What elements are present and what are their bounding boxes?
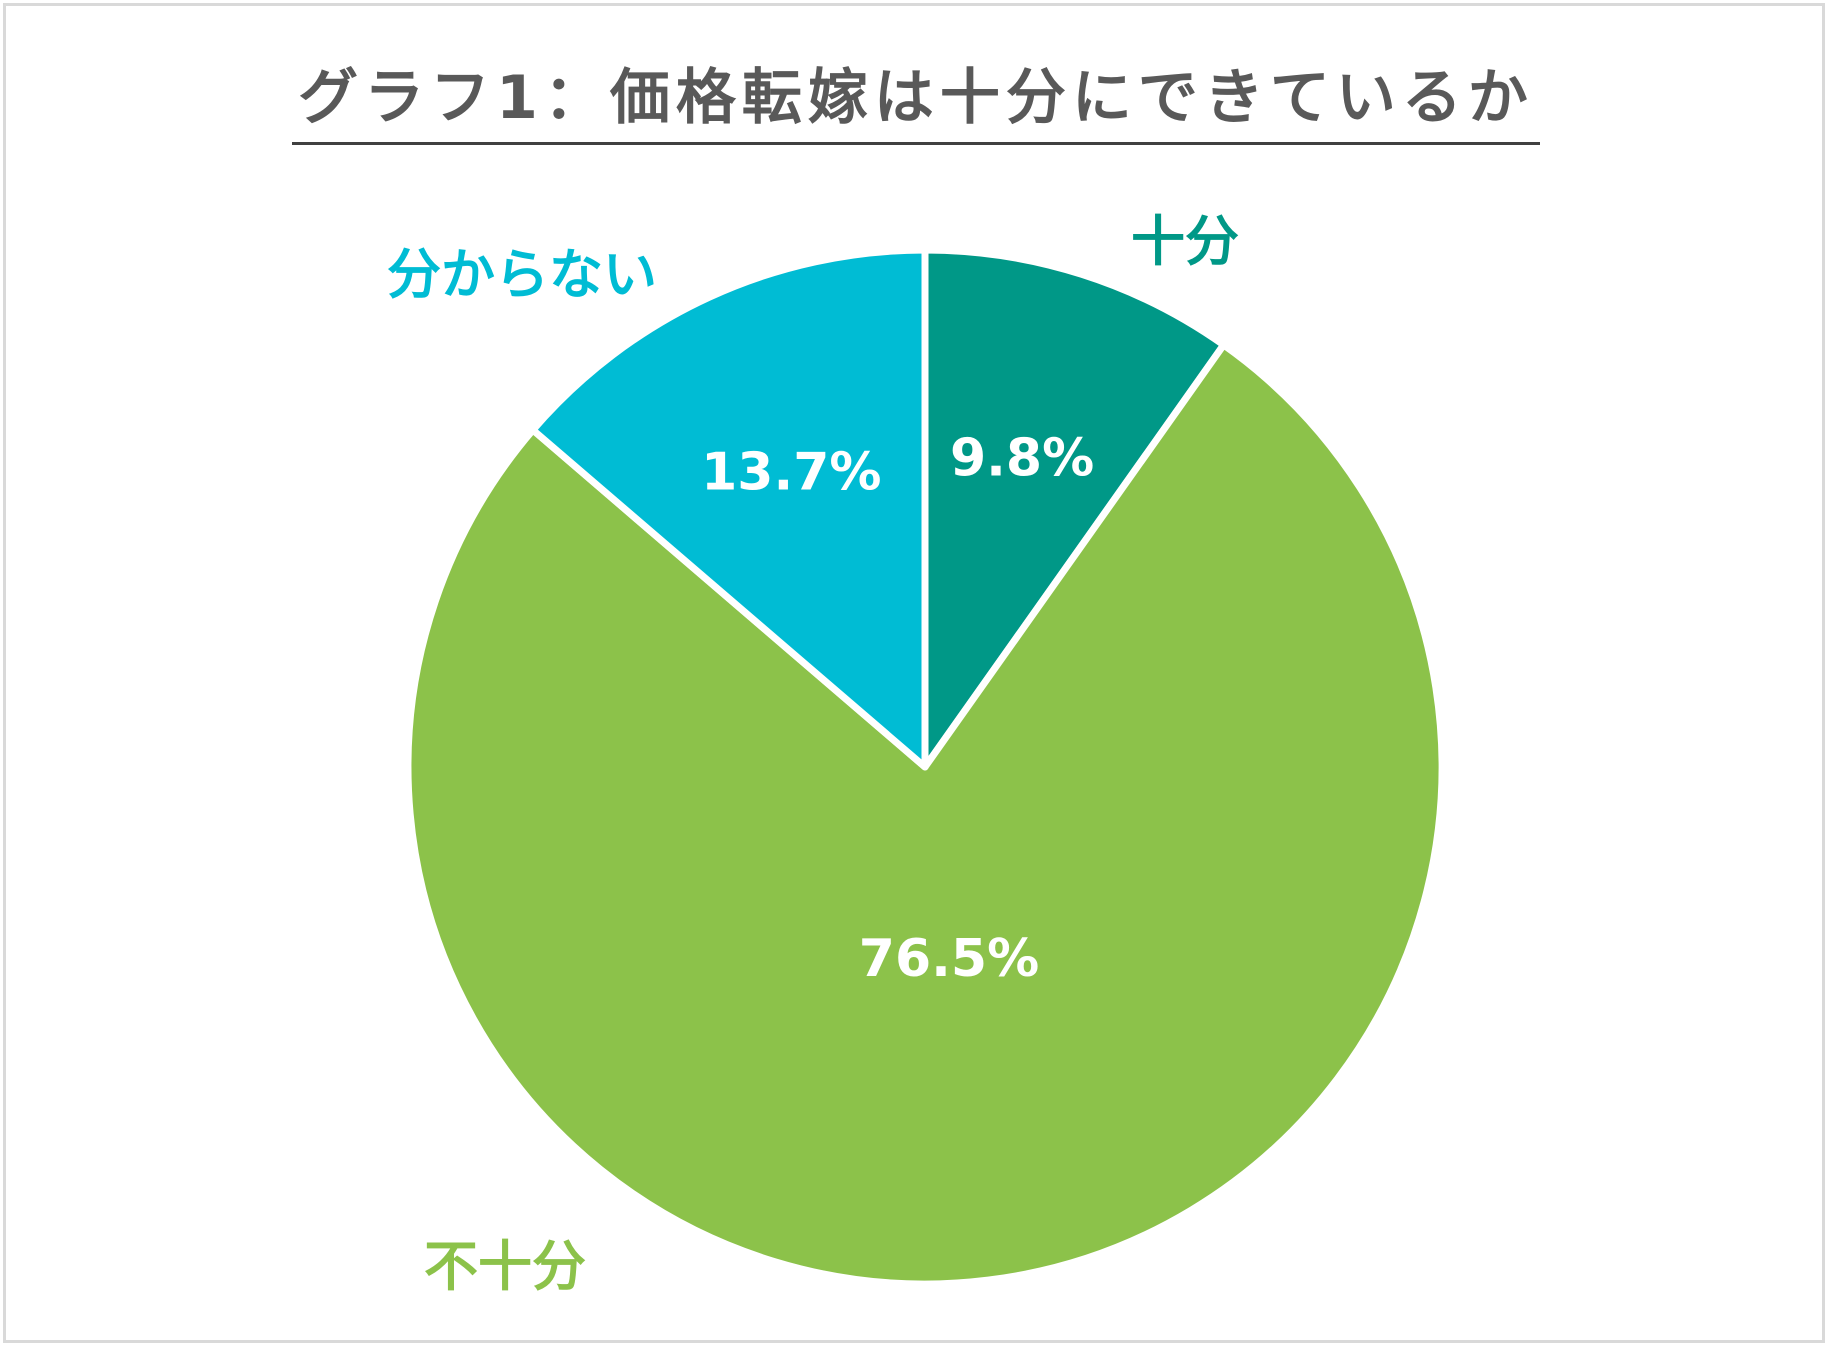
chart-title: グラフ1：価格転嫁は十分にできているか	[0, 58, 1832, 145]
pie-slice-juubun	[921, 246, 1228, 771]
pie-value-labels: 9.8% 76.5% 13.7%	[701, 429, 1094, 990]
category-label-wakaranai: 分からない	[387, 243, 657, 306]
category-label-juubun: 十分	[1131, 210, 1239, 273]
value-label-wakaranai: 13.7%	[701, 443, 881, 503]
chart-title-text: グラフ1：価格転嫁は十分にできているか	[292, 58, 1540, 145]
value-label-juubun: 9.8%	[950, 429, 1094, 489]
value-label-fujuubun: 76.5%	[859, 929, 1039, 989]
category-label-fujuubun: 不十分	[424, 1235, 586, 1298]
pie-slices	[404, 246, 1446, 1288]
pie-slice-wakaranai	[529, 246, 929, 771]
pie-slice-fujuubun	[404, 341, 1446, 1288]
